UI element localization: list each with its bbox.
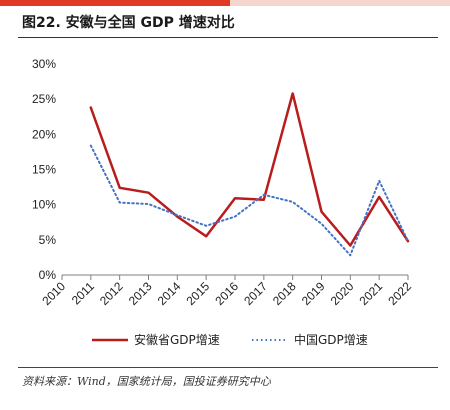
y-tick-label: 25% — [32, 92, 56, 106]
legend: 安徽省GDP增速 中国GDP增速 — [92, 332, 368, 347]
y-tick-label: 30% — [32, 57, 56, 71]
x-tick-label: 2019 — [299, 279, 328, 308]
x-tick-label: 2010 — [39, 279, 68, 308]
x-tick-label: 2012 — [97, 279, 126, 308]
y-tick-label: 5% — [39, 233, 57, 247]
title-divider — [18, 37, 438, 38]
y-tick-label: 20% — [32, 127, 56, 141]
y-tick-label: 0% — [39, 268, 57, 282]
y-tick-label: 10% — [32, 198, 56, 212]
x-tick-label: 2015 — [184, 279, 213, 308]
x-tick-label: 2011 — [69, 279, 97, 307]
x-tick-label: 2020 — [328, 279, 357, 308]
series-line-anhui — [89, 92, 410, 247]
x-tick-label: 2014 — [155, 279, 184, 308]
y-tick-label: 15% — [32, 163, 56, 177]
source-note: 资料来源：Wind，国家统计局，国投证券研究中心 — [22, 375, 271, 388]
legend-label-china: 中国GDP增速 — [294, 332, 368, 347]
x-tick-label: 2013 — [126, 279, 155, 308]
figure-title: 图22. 安徽与全国 GDP 增速对比 — [22, 15, 235, 31]
x-tick-label: 2021 — [357, 279, 386, 308]
series-line-china — [89, 144, 409, 257]
x-tick-label: 2022 — [385, 279, 414, 308]
x-axis: 2010 2011 2012 2013 2014 2015 2016 2017 2018 2019… — [39, 274, 414, 308]
x-tick-label: 2018 — [270, 279, 299, 308]
y-axis: 0% 5% 10% 15% 20% 25% 30% — [32, 57, 56, 282]
top-accent-bar-left — [0, 0, 230, 6]
x-tick-label: 2017 — [241, 279, 270, 308]
top-accent-bar — [0, 0, 450, 6]
x-tick-label: 2016 — [212, 279, 241, 308]
source-divider — [18, 367, 438, 368]
legend-label-anhui: 安徽省GDP增速 — [134, 332, 220, 347]
series-layer — [89, 92, 410, 257]
top-accent-bar-right — [230, 0, 450, 6]
